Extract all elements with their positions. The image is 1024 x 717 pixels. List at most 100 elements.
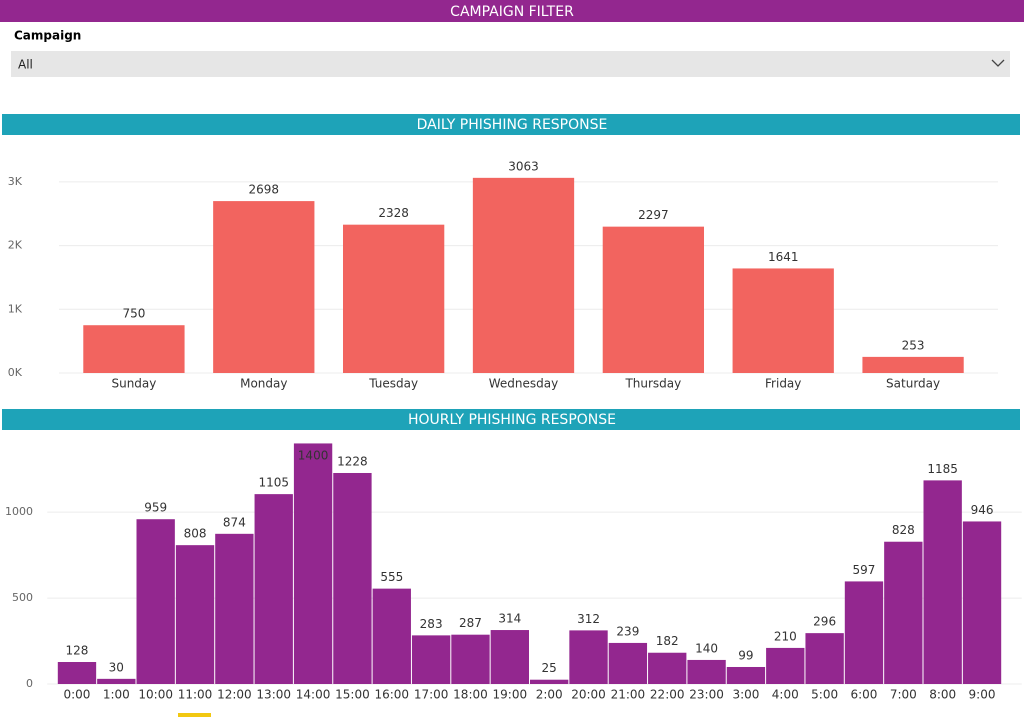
data-label: 140 <box>695 641 718 655</box>
data-label: 182 <box>656 634 679 648</box>
x-tick-label: Thursday <box>624 377 681 391</box>
y-tick-label: 2K <box>8 239 23 252</box>
x-tick-label: 21:00 <box>611 688 646 702</box>
bar <box>342 224 445 373</box>
data-label: 2297 <box>638 208 669 222</box>
x-tick-label: 6:00 <box>850 688 877 702</box>
x-tick-label: 10:00 <box>138 688 173 702</box>
data-label: 283 <box>420 617 443 631</box>
hourly-header: HOURLY PHISHING RESPONSE <box>408 412 616 428</box>
data-label: 2328 <box>378 206 409 220</box>
filter-header-band <box>0 0 1024 22</box>
bar <box>726 666 766 684</box>
x-tick-label: 23:00 <box>689 688 724 702</box>
bar <box>732 268 834 373</box>
x-tick-label: Sunday <box>111 377 156 391</box>
x-tick-label: 16:00 <box>374 688 409 702</box>
x-tick-label: 18:00 <box>453 688 488 702</box>
bar <box>766 647 805 684</box>
bar <box>97 678 136 684</box>
data-label: 1105 <box>258 476 289 490</box>
x-tick-label: 17:00 <box>414 688 449 702</box>
x-tick-label: 11:00 <box>178 688 213 702</box>
y-tick-label: 0 <box>26 677 33 690</box>
bar <box>608 642 648 684</box>
data-label: 1185 <box>927 462 958 476</box>
x-tick-label: Wednesday <box>489 377 558 391</box>
bar <box>530 679 569 684</box>
x-tick-label: 15:00 <box>335 688 370 702</box>
bar <box>411 635 451 684</box>
x-tick-label: 7:00 <box>890 688 917 702</box>
x-tick-label: Tuesday <box>368 377 418 391</box>
filter-header: CAMPAIGN FILTER <box>450 4 574 20</box>
bar <box>333 472 372 684</box>
bar <box>136 519 175 684</box>
data-label: 25 <box>542 661 557 675</box>
x-tick-label: 1:00 <box>103 688 130 702</box>
y-tick-label: 0K <box>8 366 23 379</box>
data-label: 2698 <box>249 183 280 197</box>
x-tick-label: 3:00 <box>732 688 759 702</box>
bar <box>569 630 608 684</box>
x-tick-label: 0:00 <box>63 688 90 702</box>
x-tick-label: Friday <box>765 377 801 391</box>
daily-header-band <box>2 114 1020 135</box>
data-label: 750 <box>122 307 145 321</box>
bar <box>923 480 962 684</box>
x-tick-label: Saturday <box>886 377 940 391</box>
y-tick-label: 3K <box>8 175 23 188</box>
dropdown-value: All <box>18 58 33 72</box>
data-label: 1400 <box>298 449 329 463</box>
x-tick-label: 2:00 <box>536 688 563 702</box>
data-label: 1641 <box>768 250 799 264</box>
x-tick-label: 13:00 <box>256 688 291 702</box>
scroll-indicator <box>178 713 211 717</box>
data-label: 128 <box>66 644 89 658</box>
bar <box>372 588 411 684</box>
data-label: 946 <box>971 503 994 517</box>
dropdown-chevron[interactable] <box>991 59 1005 67</box>
hourly-header-band <box>2 409 1020 430</box>
bar <box>293 443 333 684</box>
data-label: 828 <box>892 523 915 537</box>
bar <box>175 545 215 684</box>
data-label: 99 <box>738 648 753 662</box>
data-label: 314 <box>498 612 521 626</box>
bar <box>884 541 923 684</box>
x-tick-label: 5:00 <box>811 688 838 702</box>
bar <box>687 659 726 684</box>
data-label: 1228 <box>337 454 368 468</box>
bar <box>254 494 293 684</box>
data-label: 210 <box>774 629 797 643</box>
data-label: 874 <box>223 515 246 529</box>
data-label: 312 <box>577 612 600 626</box>
bar <box>472 177 575 373</box>
bar <box>805 633 844 684</box>
x-tick-label: Monday <box>240 377 287 391</box>
y-tick-label: 500 <box>12 591 33 604</box>
bar <box>215 533 254 684</box>
x-tick-label: 19:00 <box>493 688 528 702</box>
bar <box>213 201 315 373</box>
x-tick-label: 8:00 <box>929 688 956 702</box>
data-label: 253 <box>902 338 925 352</box>
x-tick-label: 4:00 <box>772 688 799 702</box>
x-tick-label: 14:00 <box>296 688 331 702</box>
data-label: 597 <box>853 563 876 577</box>
bar <box>57 662 97 684</box>
data-label: 555 <box>380 570 403 584</box>
bar <box>490 630 529 684</box>
bar <box>862 356 964 373</box>
bar <box>451 634 490 684</box>
bar <box>602 226 705 373</box>
data-label: 808 <box>184 527 207 541</box>
daily-header: DAILY PHISHING RESPONSE <box>417 117 608 133</box>
x-tick-label: 12:00 <box>217 688 252 702</box>
campaign-dropdown[interactable] <box>11 51 1010 77</box>
data-label: 3063 <box>508 159 539 173</box>
data-label: 239 <box>616 624 639 638</box>
bar <box>83 325 185 373</box>
x-tick-label: 22:00 <box>650 688 685 702</box>
